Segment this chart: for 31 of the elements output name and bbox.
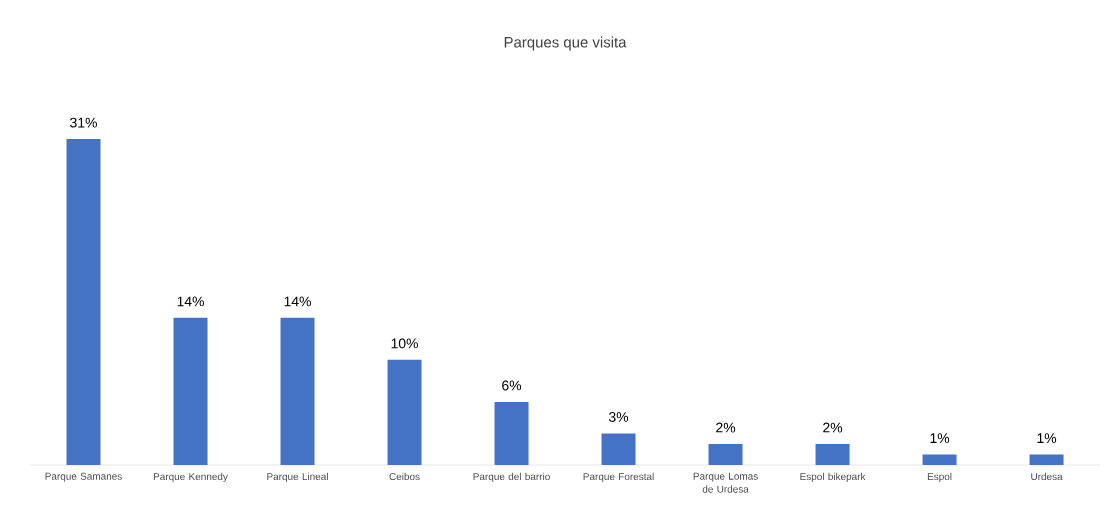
x-tick-label: Parque del barrio — [473, 472, 550, 483]
x-tick-label: Parque Kennedy — [153, 472, 228, 483]
x-tick-label: Parque Lineal — [267, 472, 328, 483]
data-label: 3% — [608, 412, 629, 422]
x-tick-label: Parque Forestal — [583, 472, 654, 483]
bar — [1029, 454, 1064, 465]
chart-title: Parques que visita — [504, 36, 627, 51]
data-label: 1% — [930, 433, 950, 443]
x-tick-label: Parque Lomas de Urdesa — [693, 472, 758, 493]
data-label: 14% — [177, 296, 204, 307]
bar — [494, 401, 529, 465]
data-label: 1% — [1037, 433, 1057, 443]
x-tick-label: Urdesa — [1031, 472, 1063, 481]
x-tick-label: Ceibos — [389, 472, 420, 481]
bar — [815, 443, 850, 465]
data-label: 10% — [391, 338, 418, 349]
x-tick-label: Parque Samanes — [45, 472, 122, 482]
x-tick-label: Espol bikepark — [800, 472, 866, 483]
data-label: 6% — [502, 380, 522, 391]
bar — [708, 443, 743, 465]
bar — [66, 139, 101, 465]
bar — [280, 317, 315, 465]
bar — [387, 359, 422, 465]
bar — [173, 317, 208, 465]
data-label: 2% — [716, 422, 736, 433]
bar — [922, 454, 957, 465]
data-label: 31% — [70, 117, 97, 128]
data-label: 2% — [823, 422, 843, 433]
bar — [601, 433, 636, 465]
data-label: 14% — [284, 296, 311, 307]
x-tick-label: Espol — [927, 472, 952, 483]
